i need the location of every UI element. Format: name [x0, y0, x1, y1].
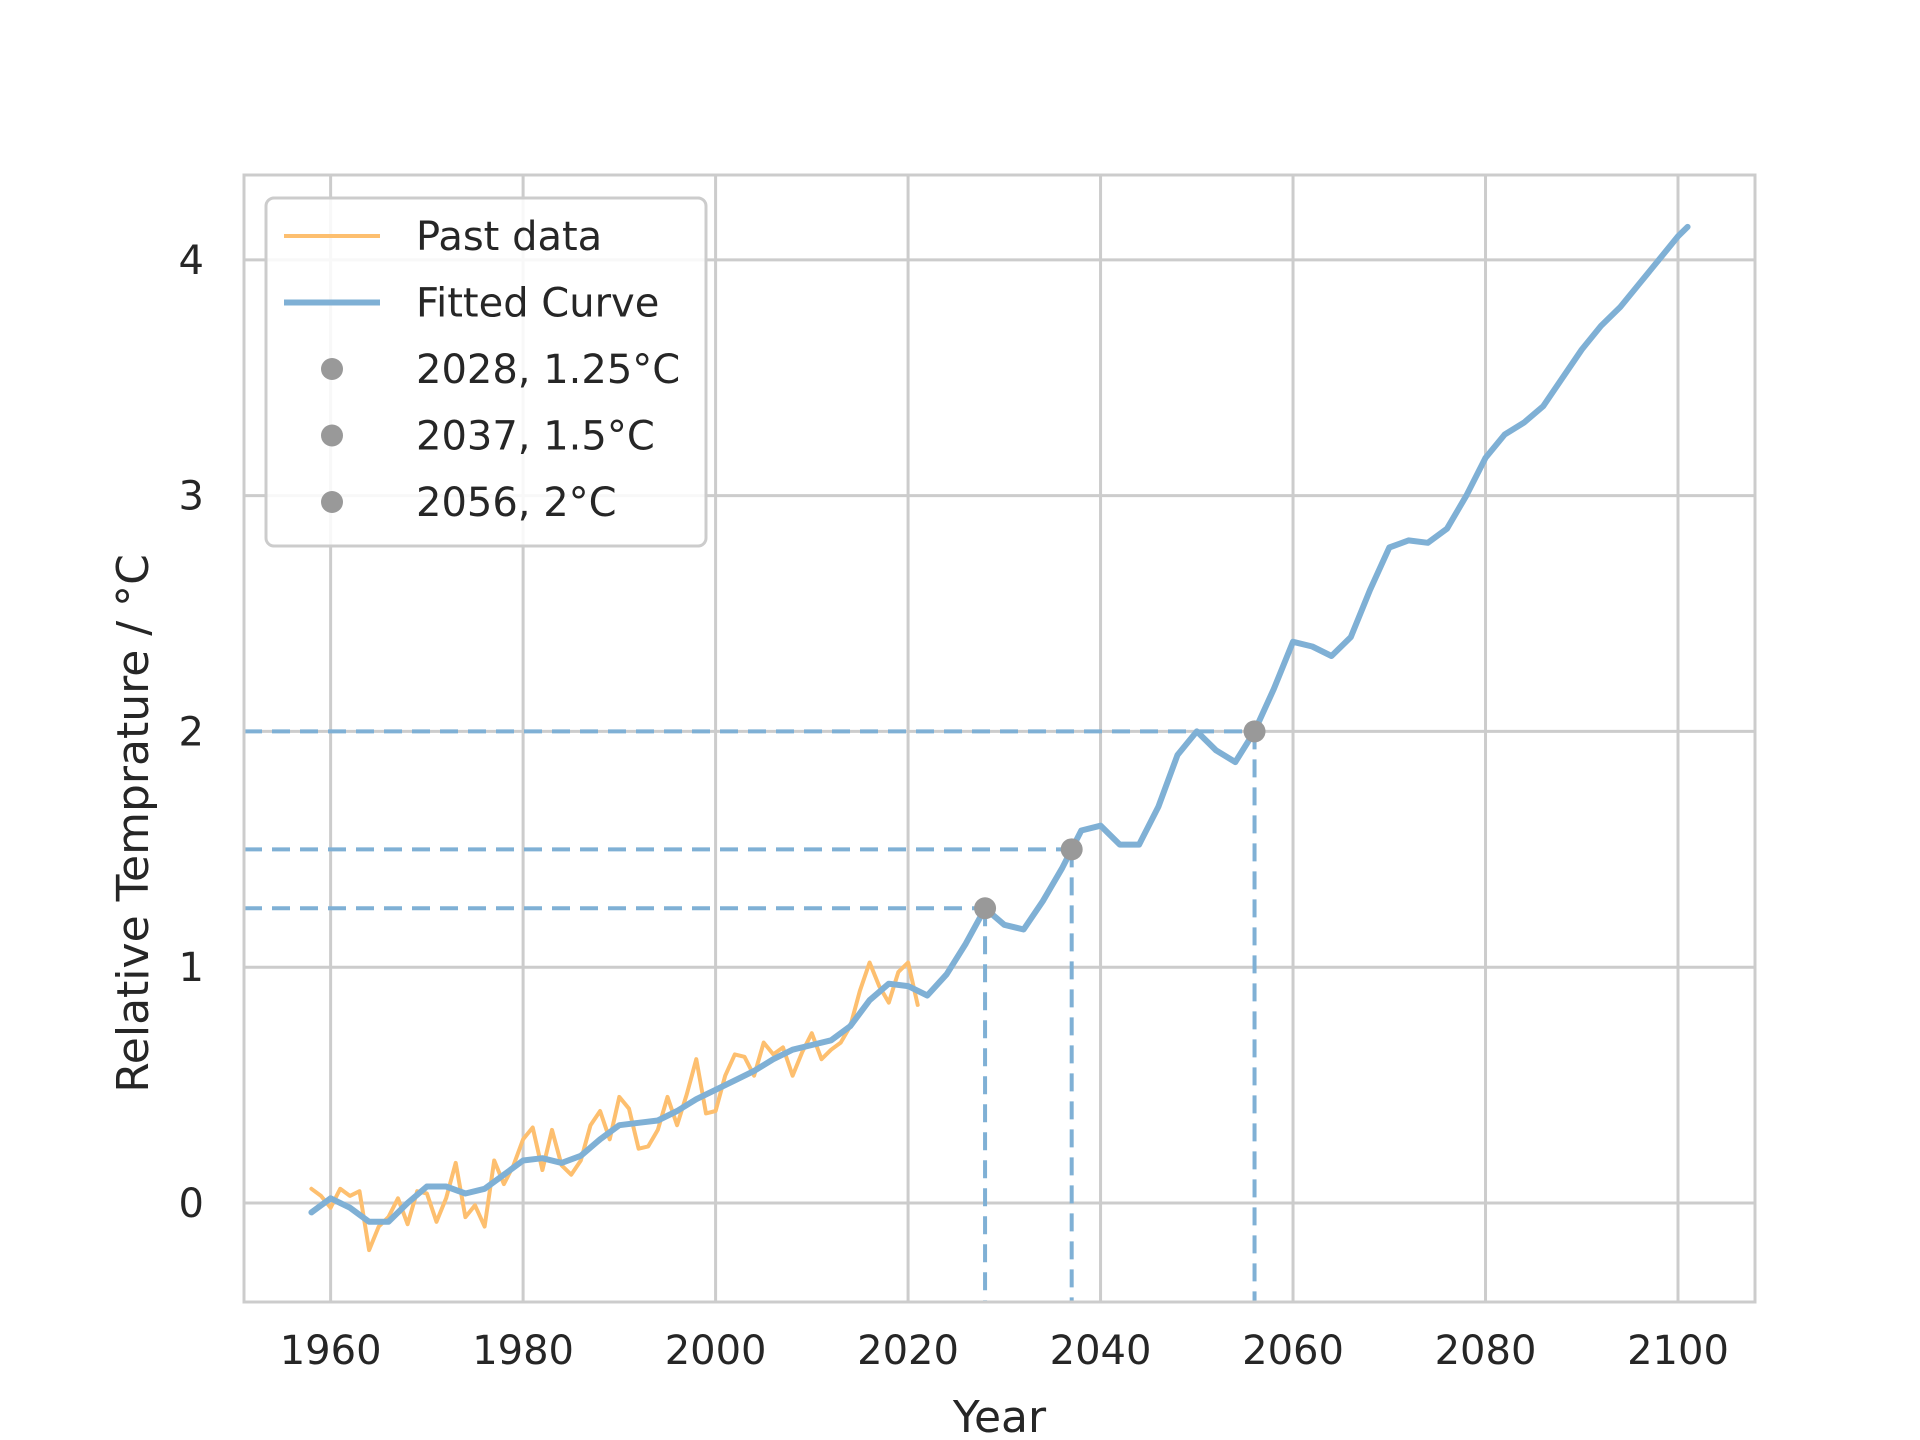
y-tick-labels: 0 1 2 3 4 — [179, 238, 204, 1227]
series-line-1 — [308, 223, 1691, 1225]
x-tick-label: 1960 — [280, 1328, 382, 1374]
legend: Past data Fitted Curve 2028, 1.25°C 2037, 1… — [264, 196, 708, 548]
y-tick-label: 3 — [179, 474, 204, 520]
y-tick-label: 4 — [179, 238, 204, 284]
x-tick-label: 2040 — [1050, 1328, 1152, 1374]
x-tick-labels: 1960 1980 2000 2020 2040 2060 2080 2100 — [280, 1328, 1729, 1374]
legend-label: 2028, 1.25°C — [416, 347, 680, 393]
legend-label: 2037, 1.5°C — [416, 414, 655, 460]
x-tick-label: 2000 — [665, 1328, 767, 1374]
threshold-marker — [974, 897, 997, 920]
x-tick-label: 2100 — [1627, 1328, 1729, 1374]
legend-label: 2056, 2°C — [416, 480, 617, 526]
legend-box — [264, 196, 708, 548]
legend-label: Past data — [416, 214, 602, 260]
x-tick-label: 2060 — [1242, 1328, 1344, 1374]
threshold-markers — [974, 720, 1266, 920]
reference-lines — [244, 729, 1257, 1302]
legend-label: Fitted Curve — [416, 281, 659, 327]
y-tick-label: 1 — [179, 945, 204, 991]
x-tick-label: 2020 — [857, 1328, 959, 1374]
y-tick-label: 2 — [179, 709, 204, 755]
x-tick-label: 2080 — [1435, 1328, 1537, 1374]
legend-marker-swatch — [321, 491, 343, 513]
y-axis-label: Relative Temprature / °C — [108, 554, 159, 1093]
x-axis-label: Year — [952, 1392, 1047, 1440]
legend-marker-swatch — [321, 424, 343, 447]
x-tick-label: 1980 — [472, 1328, 574, 1374]
y-tick-label: 0 — [179, 1181, 204, 1227]
threshold-marker — [1243, 720, 1266, 743]
legend-marker-swatch — [321, 358, 343, 380]
threshold-marker — [1060, 838, 1083, 861]
plot-frame — [242, 173, 1757, 1304]
series-layer — [308, 223, 1691, 1253]
